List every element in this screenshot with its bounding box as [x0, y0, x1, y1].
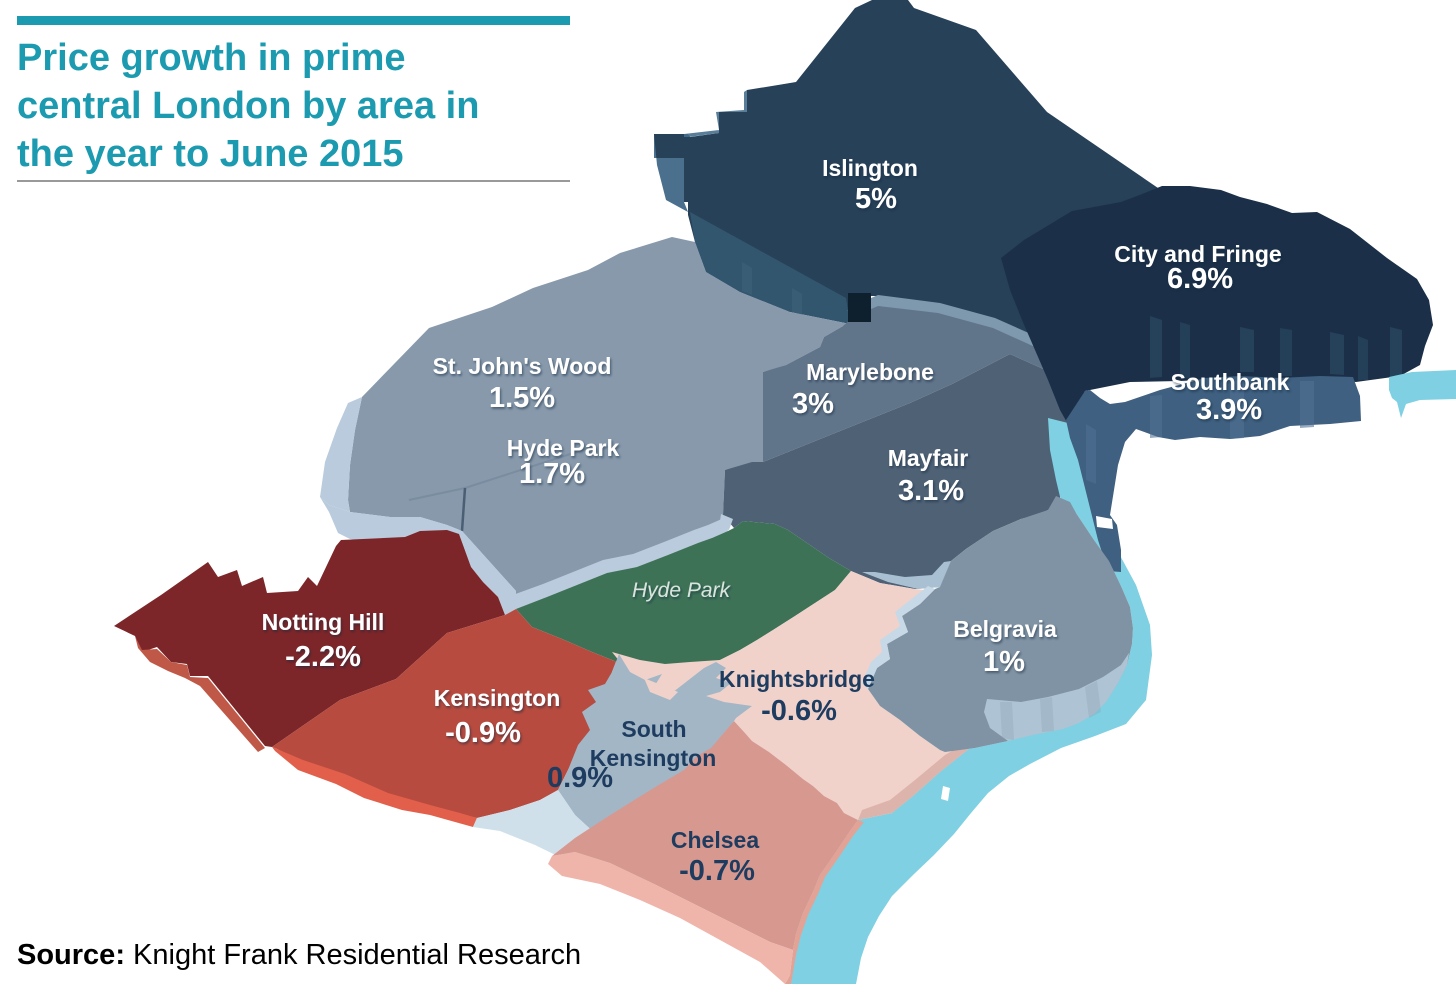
svg-text:3%: 3% — [792, 388, 834, 420]
svg-text:1.5%: 1.5% — [489, 382, 555, 414]
svg-text:Hyde Park: Hyde Park — [507, 435, 620, 461]
svg-text:-0.9%: -0.9% — [445, 717, 521, 749]
svg-text:Notting Hill: Notting Hill — [262, 609, 385, 635]
svg-text:Source: Knight Frank Residenti: Source: Knight Frank Residential Researc… — [17, 939, 581, 971]
svg-text:1%: 1% — [983, 646, 1025, 678]
svg-text:5%: 5% — [855, 183, 897, 215]
svg-text:the year to June 2015: the year to June 2015 — [17, 133, 404, 175]
svg-text:Knightsbridge: Knightsbridge — [719, 666, 875, 692]
svg-text:Price growth in prime: Price growth in prime — [17, 37, 406, 79]
svg-text:Belgravia: Belgravia — [953, 616, 1057, 642]
svg-text:3.1%: 3.1% — [898, 475, 964, 507]
svg-text:Chelsea: Chelsea — [671, 827, 759, 853]
svg-text:St. John's Wood: St. John's Wood — [433, 353, 612, 379]
svg-text:Kensington: Kensington — [434, 685, 561, 711]
svg-text:Southbank: Southbank — [1171, 369, 1290, 395]
svg-text:Hyde Park: Hyde Park — [632, 579, 732, 602]
svg-text:Mayfair: Mayfair — [888, 445, 969, 471]
svg-text:6.9%: 6.9% — [1167, 263, 1233, 295]
svg-text:3.9%: 3.9% — [1196, 394, 1262, 426]
svg-text:-0.6%: -0.6% — [761, 695, 837, 727]
svg-text:-0.7%: -0.7% — [679, 855, 755, 887]
svg-text:City and Fringe: City and Fringe — [1114, 241, 1281, 267]
svg-text:South: South — [621, 716, 686, 742]
svg-text:Kensington: Kensington — [590, 745, 717, 771]
svg-text:Marylebone: Marylebone — [806, 359, 934, 385]
svg-text:Islington: Islington — [822, 155, 918, 181]
svg-text:central London by area in: central London by area in — [17, 85, 479, 127]
svg-text:1.7%: 1.7% — [519, 458, 585, 490]
svg-text:0.9%: 0.9% — [547, 762, 613, 794]
svg-text:-2.2%: -2.2% — [285, 641, 361, 673]
